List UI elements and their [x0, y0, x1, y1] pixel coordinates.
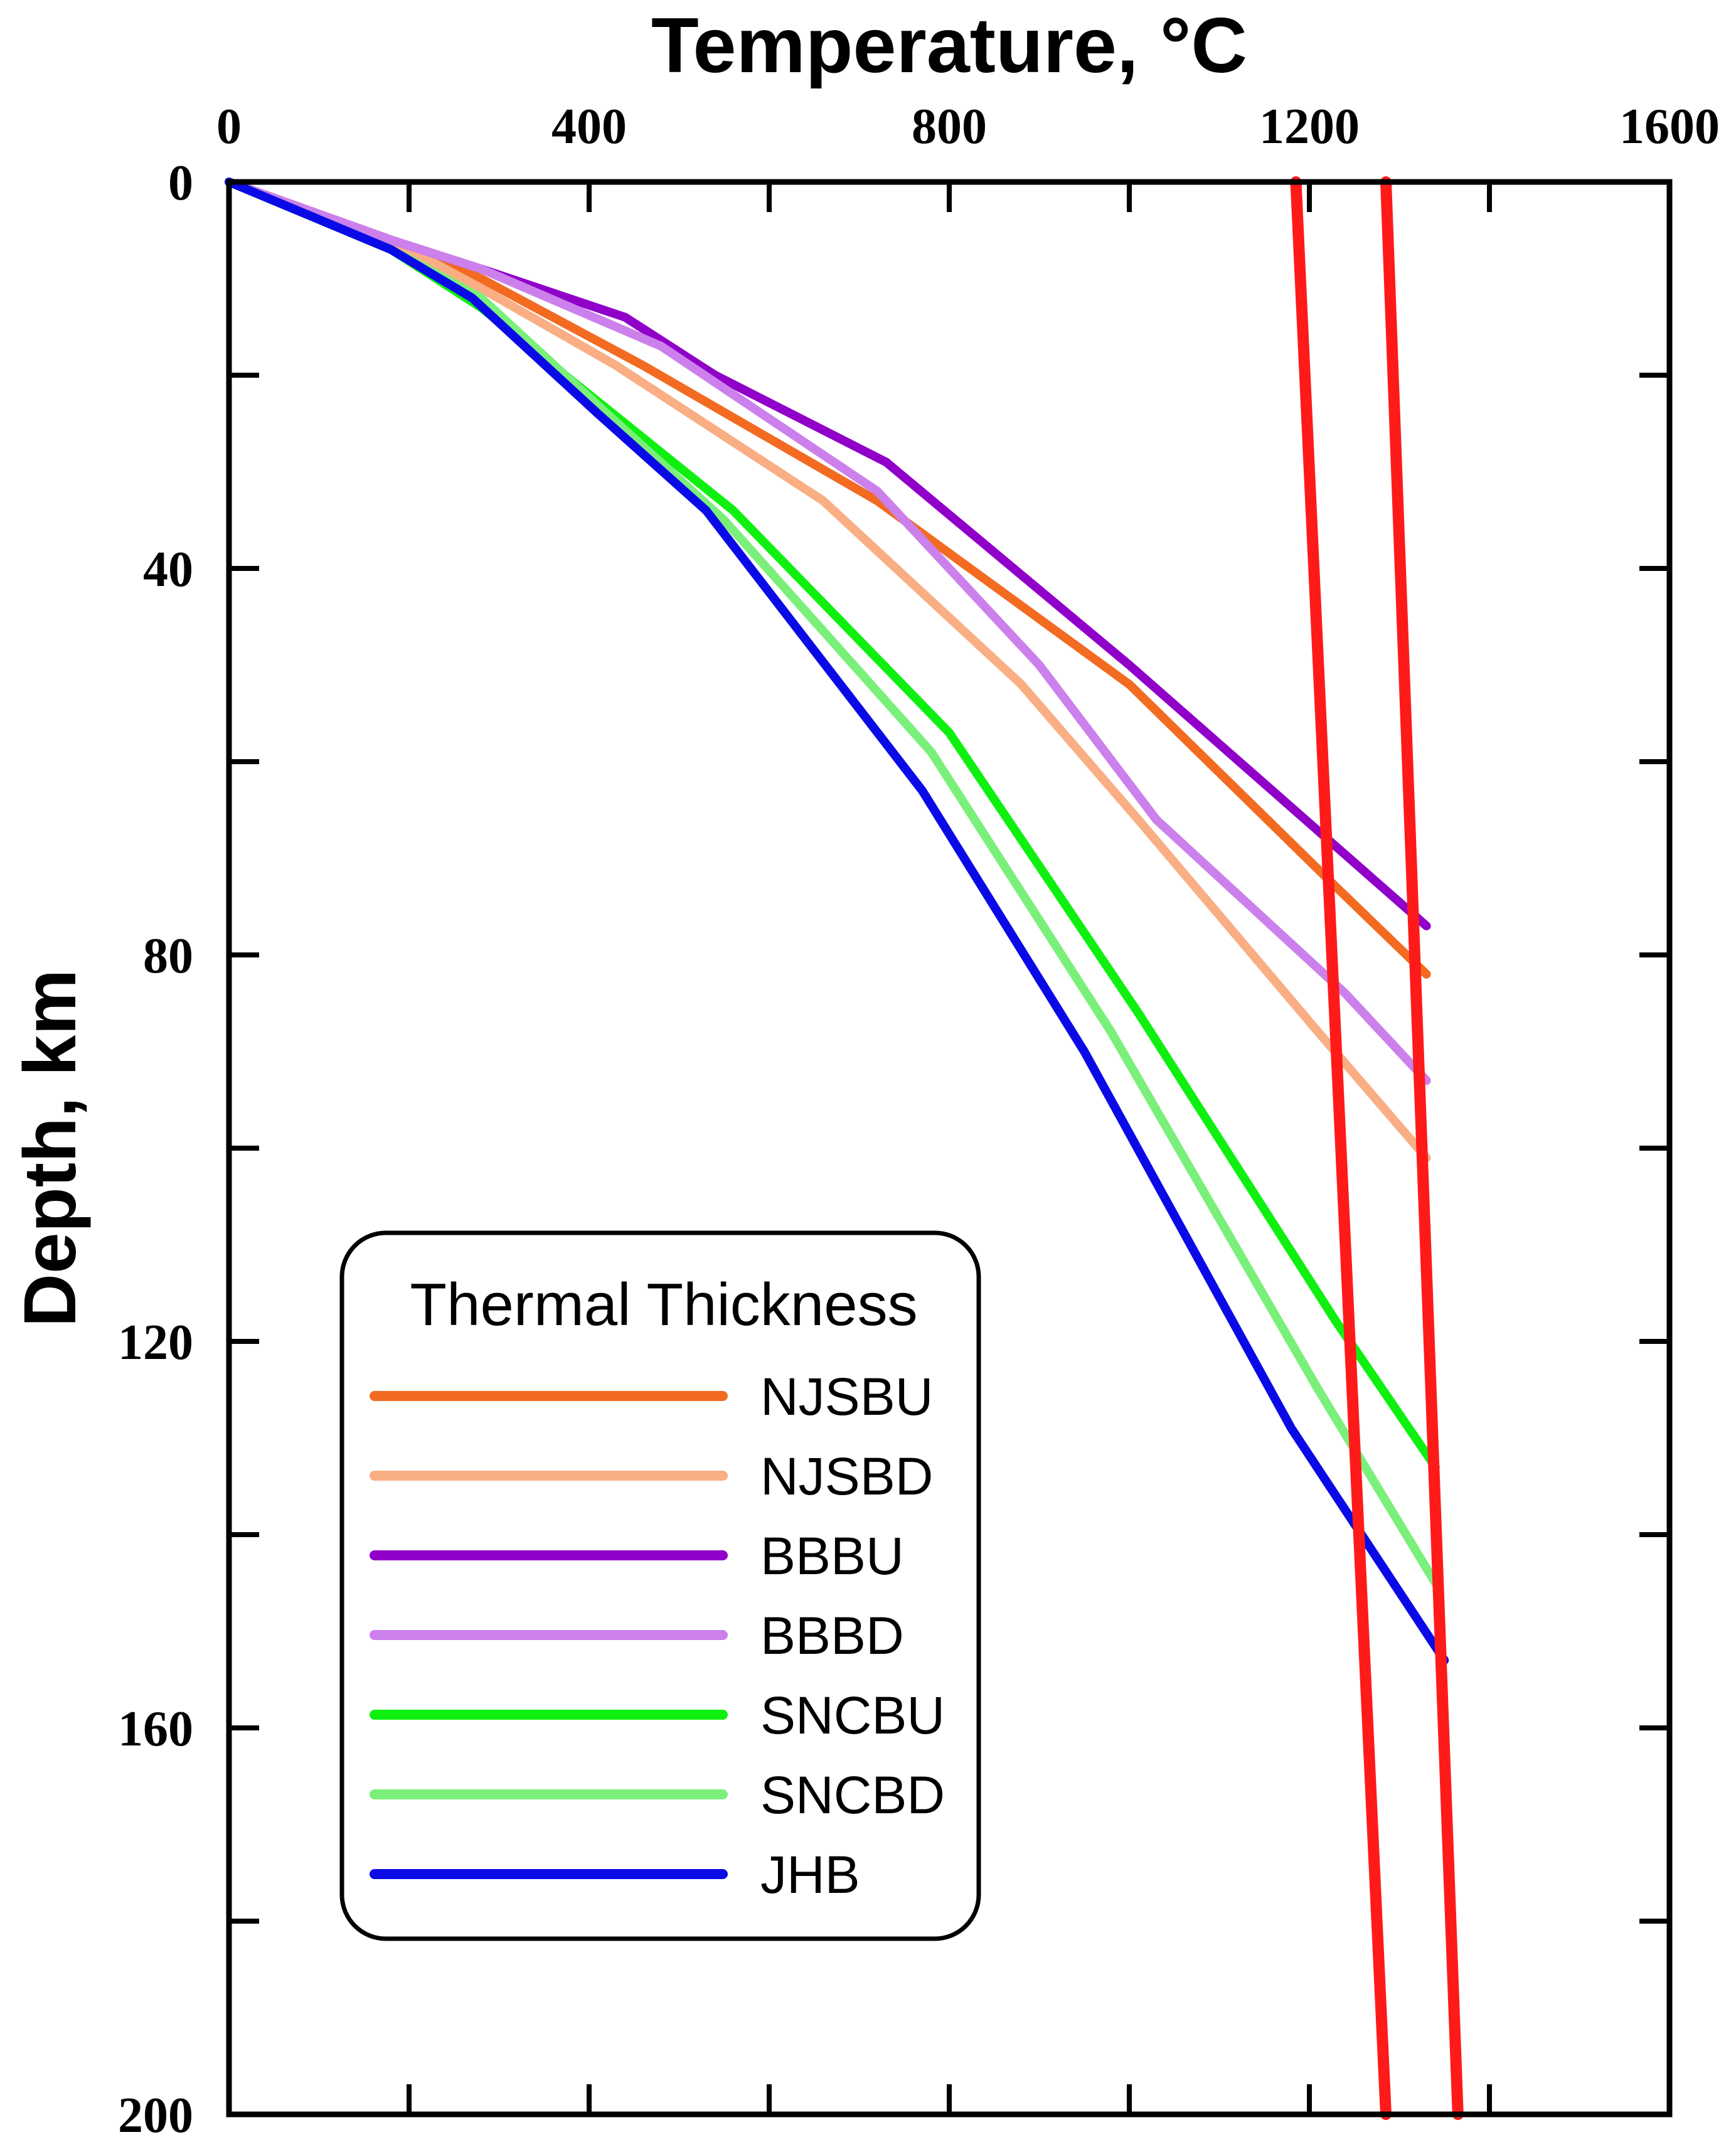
y-tick-labels: 0 40 80 120 160 200: [118, 156, 193, 2143]
y-tick-label: 0: [168, 156, 193, 211]
adiabat-right-line: [1380, 176, 1464, 2120]
x-tick-label: 400: [551, 99, 627, 154]
legend-items: NJSBU NJSBD BBBU BBBD SNCBU SNCBD JHB: [370, 1367, 945, 1904]
x-tick-labels: 0 400 800 1200 1600: [216, 99, 1720, 154]
legend-item-njsbd: NJSBD: [370, 1447, 933, 1506]
y-axis-title: Depth, km: [9, 969, 92, 1327]
legend-item-sncbd: SNCBD: [370, 1766, 945, 1825]
y-tick-label: 200: [118, 2088, 193, 2143]
legend-label: SNCBU: [760, 1686, 945, 1745]
legend-label: JHB: [760, 1845, 860, 1904]
series-line-jhb: [225, 178, 1449, 1665]
x-axis-title: Temperature, °C: [651, 3, 1247, 89]
legend: Thermal Thickness NJSBU NJSBD BBBU BBBD SNCB…: [339, 1230, 981, 1941]
x-tick-label: 0: [216, 99, 242, 154]
legend-label: NJSBU: [760, 1367, 933, 1426]
legend-label: BBBD: [760, 1606, 904, 1665]
legend-item-sncbu: SNCBU: [370, 1686, 945, 1745]
legend-item-jhb: JHB: [370, 1845, 860, 1904]
legend-item-bbbu: BBBU: [370, 1526, 904, 1585]
legend-title: Thermal Thickness: [410, 1271, 917, 1338]
legend-item-bbbd: BBBD: [370, 1606, 904, 1665]
series-layer: [225, 176, 1464, 2120]
legend-label: SNCBD: [760, 1766, 945, 1825]
x-tick-label: 1200: [1259, 99, 1360, 154]
y-tick-label: 160: [118, 1702, 193, 1757]
legend-label: NJSBD: [760, 1447, 933, 1506]
series-line-bbbd: [225, 178, 1431, 1085]
y-tick-label: 40: [143, 542, 193, 597]
adiabat-left-line: [1290, 176, 1392, 2120]
legend-label: BBBU: [760, 1526, 904, 1585]
ticks-layer: [229, 182, 1669, 2114]
y-tick-label: 120: [118, 1315, 193, 1370]
series-line-njsbd: [225, 178, 1431, 1163]
legend-item-njsbu: NJSBU: [370, 1367, 933, 1426]
x-tick-label: 1600: [1619, 99, 1720, 154]
x-tick-label: 800: [912, 99, 987, 154]
legend-box: [339, 1230, 981, 1941]
y-tick-label: 80: [143, 929, 193, 984]
